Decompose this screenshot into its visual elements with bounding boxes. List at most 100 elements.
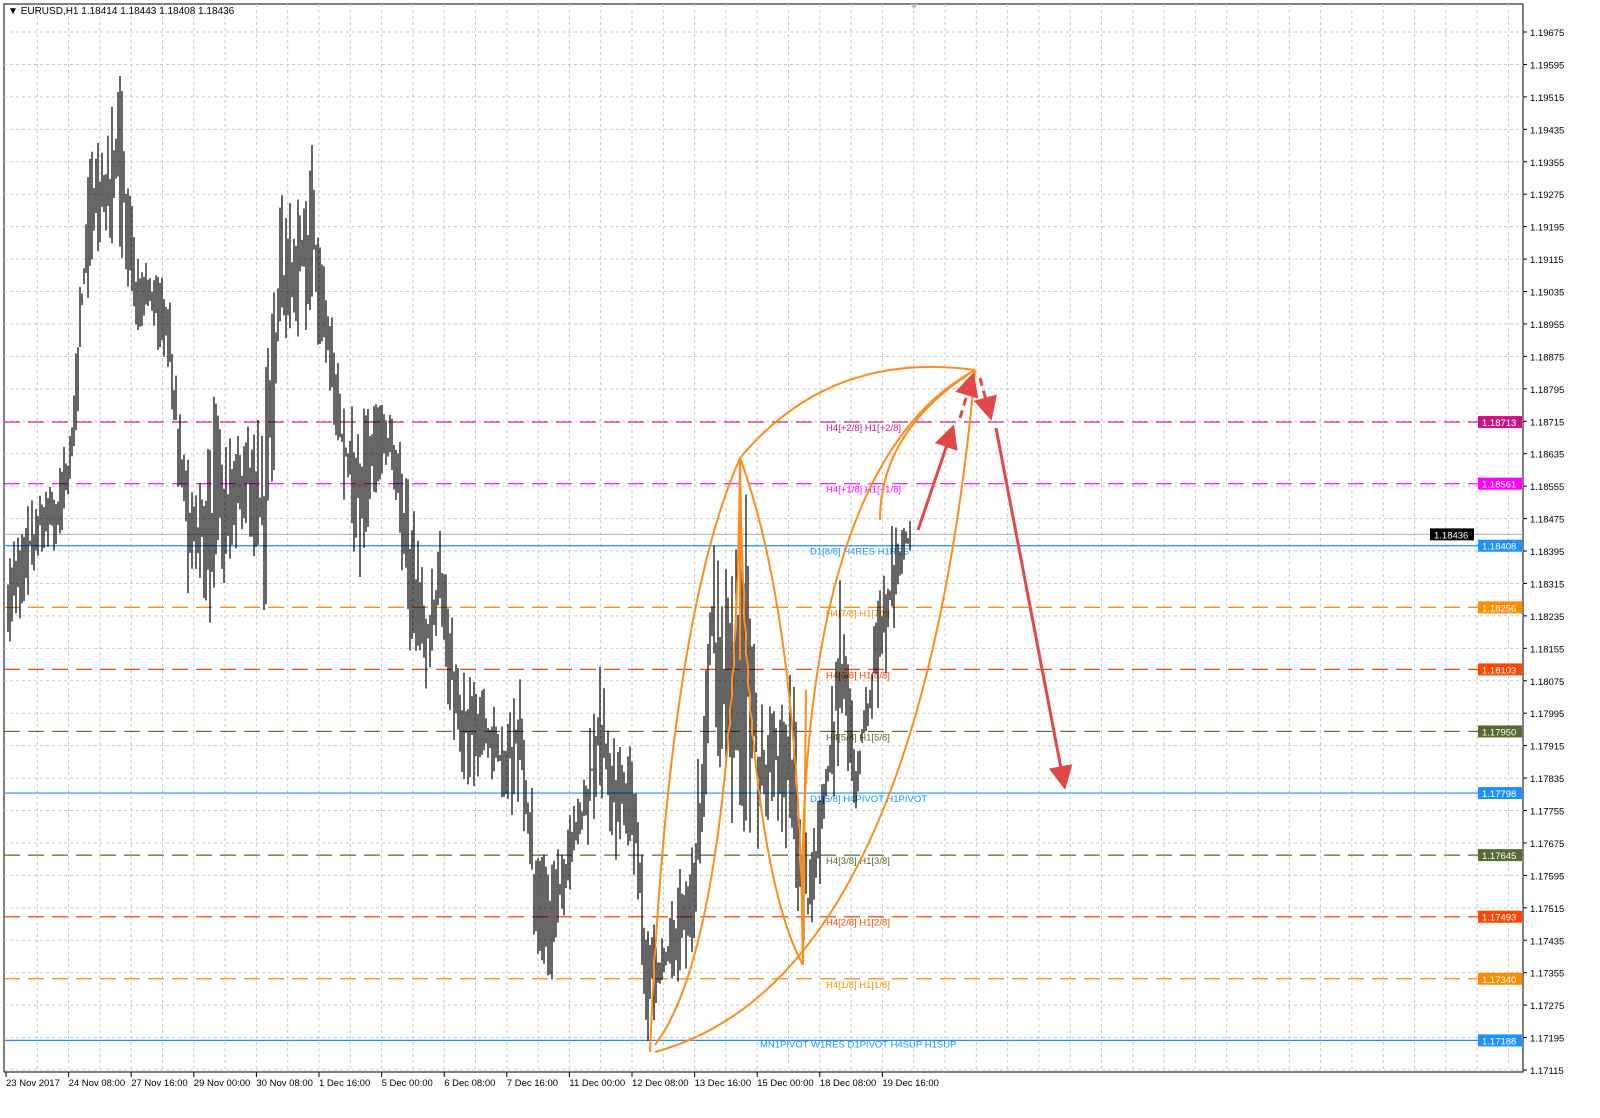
x-tick-label: 19 Dec 16:00 [882, 1078, 939, 1089]
y-tick-label: 1.19595 [1530, 60, 1564, 71]
arc-mid-outer[interactable] [739, 457, 804, 966]
level-price-tag [1478, 725, 1522, 738]
y-tick-label: 1.17835 [1530, 774, 1564, 785]
collapse-triangle-icon[interactable]: ▼ [8, 6, 18, 17]
x-tick-label: 29 Nov 00:00 [194, 1078, 251, 1089]
arc-right-big[interactable] [801, 369, 976, 966]
price-axis[interactable]: 1.19675 1.19595 1.19515 1.19435 1.19355 1.192… [1523, 28, 1564, 1077]
y-tick-label: 1.17595 [1530, 871, 1564, 882]
x-tick-label: 23 Nov 2017 [6, 1078, 60, 1089]
y-tick-label: 1.17675 [1530, 839, 1564, 850]
level-label: H4[5/8] H1[5/8] [826, 732, 890, 743]
y-tick-label: 1.18475 [1530, 515, 1564, 526]
level-label: MN1PIVOT W1RES D1PIVOT H4SUP H1SUP [760, 1039, 956, 1050]
x-tick-label: 13 Dec 16:00 [695, 1078, 752, 1089]
level-price-tag-text: 1.17950 [1482, 727, 1516, 738]
y-tick-label: 1.19355 [1530, 158, 1564, 169]
grid [4, 4, 1523, 1072]
y-tick-label: 1.18075 [1530, 677, 1564, 688]
y-tick-label: 1.19035 [1530, 288, 1564, 299]
x-tick-label: 27 Nov 16:00 [131, 1078, 188, 1089]
y-tick-label: 1.17755 [1530, 807, 1564, 818]
y-tick-label: 1.18955 [1530, 320, 1564, 331]
scroll-marker-icon[interactable] [910, 4, 918, 9]
current-price-tag [1430, 528, 1474, 541]
level-price-tag-text: 1.18713 [1482, 418, 1516, 429]
y-tick-label: 1.18715 [1530, 417, 1564, 428]
x-tick-label: 30 Nov 08:00 [256, 1078, 313, 1089]
arc-mid-vertical[interactable] [802, 689, 807, 966]
y-tick-label: 1.19115 [1530, 255, 1564, 266]
y-tick-label: 1.17355 [1530, 969, 1564, 980]
level-label: H4[7/8] H1[7/8] [826, 608, 890, 619]
level-price-tag-text: 1.18561 [1482, 480, 1516, 491]
level-price-tag [1478, 910, 1522, 923]
level-price-tag-text: 1.18256 [1482, 603, 1516, 614]
x-tick-label: 1 Dec 16:00 [319, 1078, 370, 1089]
arc-left-outer[interactable] [649, 457, 741, 1053]
chart-header: ▼ EURUSD,H1 1.18414 1.18443 1.18408 1.18… [8, 6, 234, 17]
arrow-down-dashed[interactable] [973, 377, 997, 421]
y-tick-label: 1.17275 [1530, 1001, 1564, 1012]
y-tick-label: 1.19515 [1530, 93, 1564, 104]
level-label: D1[5/8] H4PIVOT H1PIVOT [810, 794, 927, 805]
y-tick-label: 1.18315 [1530, 579, 1564, 590]
level-price-tag-text: 1.18103 [1482, 665, 1516, 676]
level-label: H4[6/8] H1[6/8] [826, 670, 890, 681]
arrow-annotations[interactable] [916, 372, 1073, 790]
arc-right-small[interactable] [879, 369, 976, 521]
level-price-tag-text: 1.17798 [1482, 789, 1516, 800]
arrow-up[interactable] [916, 424, 958, 531]
y-tick-label: 1.17515 [1530, 904, 1564, 915]
y-tick-label: 1.18395 [1530, 547, 1564, 558]
level-price-tag [1478, 1034, 1522, 1047]
y-tick-label: 1.18795 [1530, 385, 1564, 396]
y-tick-label: 1.18155 [1530, 644, 1564, 655]
x-tick-label: 7 Dec 16:00 [507, 1078, 558, 1089]
level-lines: H4[+2/8] H1[+2/8] H4[+1/8] H1[+1/8] D1[8/8… [4, 421, 1523, 1050]
y-tick-label: 1.18235 [1530, 612, 1564, 623]
level-price-tag [1478, 416, 1522, 429]
level-label: H4[1/8] H1[1/8] [826, 980, 890, 991]
level-price-tag-text: 1.17188 [1482, 1036, 1516, 1047]
level-label: H4[3/8] H1[3/8] [826, 856, 890, 867]
x-tick-label: 15 Dec 00:00 [757, 1078, 814, 1089]
x-tick-label: 6 Dec 08:00 [444, 1078, 495, 1089]
curve-annotations[interactable] [649, 365, 976, 1053]
y-tick-label: 1.19435 [1530, 125, 1564, 136]
time-axis[interactable]: 23 Nov 2017 24 Nov 08:00 27 Nov 16:00 29 No… [5, 1072, 939, 1089]
arc-top[interactable] [739, 365, 976, 459]
arrow-down[interactable] [994, 427, 1073, 790]
level-price-tag [1478, 601, 1522, 614]
y-tick-label: 1.18875 [1530, 352, 1564, 363]
arrow-up-dashed[interactable] [955, 372, 979, 419]
y-tick-label: 1.17915 [1530, 742, 1564, 753]
level-price-tag [1478, 787, 1522, 800]
y-tick-label: 1.19195 [1530, 223, 1564, 234]
level-label: H4[2/8] H1[2/8] [826, 918, 890, 929]
symbol-label: EURUSD,H1 [20, 6, 79, 17]
y-tick-label: 1.19275 [1530, 190, 1564, 201]
ohlc-values: 1.18414 1.18443 1.18408 1.18436 [81, 6, 235, 17]
level-price-tag [1478, 477, 1522, 490]
level-label: H4[+1/8] H1[+1/8] [826, 485, 901, 496]
y-tick-label: 1.17195 [1530, 1034, 1564, 1045]
level-price-tag [1478, 663, 1522, 676]
level-price-tag-text: 1.17340 [1482, 975, 1516, 986]
level-price-tag-text: 1.17645 [1482, 851, 1516, 862]
level-price-tag [1478, 539, 1522, 552]
price-bars [7, 76, 911, 1042]
price-tags: 1.18713 1.18561 1.18408 1.18256 1.18103 1.179… [1430, 416, 1522, 1047]
arc-mid-inner[interactable] [739, 457, 804, 966]
arc-bottom-to-target[interactable] [654, 369, 976, 1053]
y-tick-label: 1.17435 [1530, 936, 1564, 947]
x-tick-label: 18 Dec 08:00 [820, 1078, 877, 1089]
arc-left-inner[interactable] [654, 457, 741, 1046]
level-price-tag-text: 1.18408 [1482, 542, 1516, 553]
level-label: D1[8/8] H4RES H1RES [810, 547, 909, 558]
level-price-tag [1478, 972, 1522, 985]
y-tick-label: 1.17115 [1530, 1066, 1564, 1077]
current-price-tag-text: 1.18436 [1434, 530, 1468, 541]
x-tick-label: 24 Nov 08:00 [69, 1078, 126, 1089]
